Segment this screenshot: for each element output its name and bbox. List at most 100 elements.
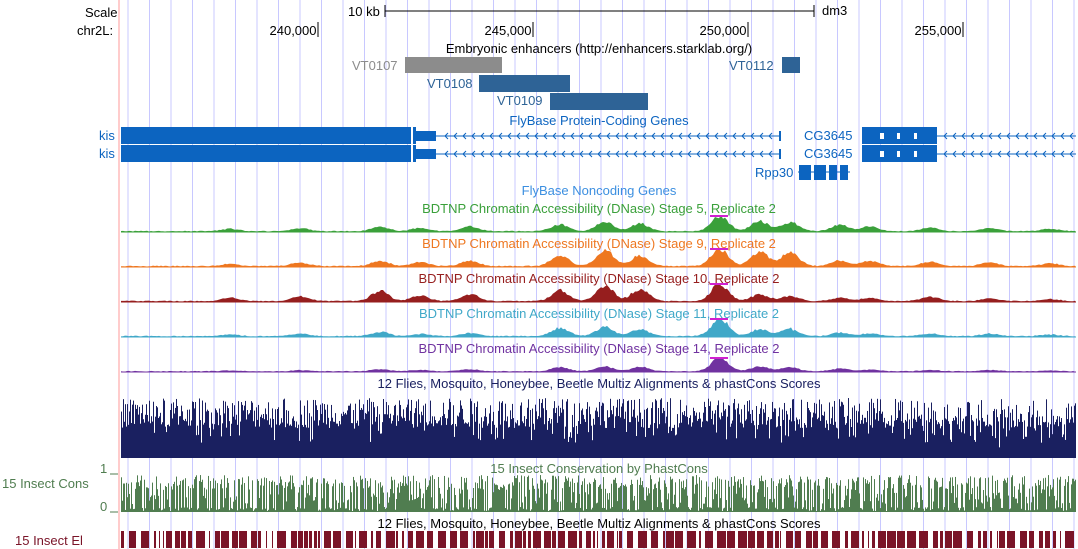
cons-bar [582, 481, 583, 512]
gene-label-rpp30[interactable]: Rpp30 [755, 165, 794, 180]
cons-bar [612, 507, 613, 512]
cons-bar [1036, 485, 1037, 512]
dnase-stage10-title[interactable]: BDTNP Chromatin Accessibility (DNase) St… [418, 271, 780, 286]
cons-bar [958, 507, 959, 512]
multiz-bar [132, 404, 133, 458]
cons-bar [359, 510, 360, 512]
multiz-bar [855, 437, 856, 458]
strand-arrow [642, 150, 647, 158]
multiz-bar [744, 404, 745, 458]
cons-bar [807, 476, 808, 512]
multiz-bar [538, 416, 539, 458]
multiz-bar [997, 417, 998, 458]
elements-left-label[interactable]: 15 Insect El [15, 533, 83, 548]
cons-bar [261, 478, 262, 512]
dnase-stage9-title[interactable]: BDTNP Chromatin Accessibility (DNase) St… [422, 236, 776, 251]
cons-bar [915, 484, 916, 512]
dnase-stage11-title[interactable]: BDTNP Chromatin Accessibility (DNase) St… [418, 306, 780, 321]
enhancer-label-vt0107[interactable]: VT0107 [352, 58, 398, 73]
cons-bar [286, 501, 287, 512]
multiz-bar [406, 407, 407, 458]
cons-bar [906, 496, 907, 512]
cons-bar [635, 510, 636, 512]
multiz-bar [346, 414, 347, 458]
cons-bar [596, 503, 597, 512]
noncoding-track-title[interactable]: FlyBase Noncoding Genes [521, 183, 677, 198]
cons-bar [609, 492, 610, 512]
cons-bar [397, 487, 398, 512]
cons-bar [827, 477, 828, 512]
multiz-bar [1040, 425, 1041, 458]
gene-label-kis-2[interactable]: kis [99, 146, 115, 161]
cons-bar [191, 507, 192, 512]
cons-bar [444, 475, 445, 512]
multiz-bar [975, 441, 976, 458]
cons-bar [675, 482, 676, 512]
cons-element [408, 531, 413, 548]
cons-bar [468, 509, 469, 512]
multiz-bar [771, 418, 772, 458]
multiz-bar [944, 407, 945, 458]
multiz-bar [961, 432, 962, 458]
dnase-stage5-title[interactable]: BDTNP Chromatin Accessibility (DNase) St… [422, 201, 776, 216]
enhancer-label-vt0109[interactable]: VT0109 [497, 93, 543, 108]
strand-arrow [1042, 132, 1047, 140]
multiz-bar [758, 424, 759, 458]
dnase-stage14-title[interactable]: BDTNP Chromatin Accessibility (DNase) St… [418, 341, 780, 356]
multiz-bar [404, 417, 405, 458]
cons-element [687, 531, 696, 548]
cons-bar [865, 479, 866, 512]
cons-bar [816, 510, 817, 512]
multiz-bar [237, 424, 238, 458]
multiz-track-title[interactable]: 12 Flies, Mosquito, Honeybee, Beetle Mul… [377, 376, 821, 391]
multiz-bar [1059, 416, 1060, 458]
cons-bar [408, 476, 409, 512]
strand-arrow [961, 150, 966, 158]
multiz-bar [762, 424, 763, 458]
enhancer-label-vt0108[interactable]: VT0108 [427, 76, 473, 91]
multiz-bar [757, 429, 758, 458]
multiz-bar [967, 402, 968, 458]
cons-bar [725, 479, 726, 512]
cons-bar [979, 478, 980, 512]
multiz-bar [742, 423, 743, 458]
multiz-bar [292, 418, 293, 458]
cons-track-title[interactable]: 15 Insect Conservation by PhastCons [490, 461, 708, 476]
multiz-bar [898, 402, 899, 458]
gene-label-cg3645-1[interactable]: CG3645 [804, 128, 853, 143]
multiz-bar [485, 408, 486, 458]
gene-label-cg3645-2[interactable]: CG3645 [804, 146, 853, 161]
cons-bar [672, 478, 673, 512]
multiz-bar [621, 406, 622, 458]
cons-bar [1047, 486, 1048, 512]
genes-track-title[interactable]: FlyBase Protein-Coding Genes [509, 113, 689, 128]
multiz-bar [462, 408, 463, 458]
gene-label-kis-1[interactable]: kis [99, 128, 115, 143]
cons-bar [172, 489, 173, 512]
strand-arrow [696, 150, 701, 158]
multiz-track-title-2[interactable]: 12 Flies, Mosquito, Honeybee, Beetle Mul… [377, 516, 821, 531]
cons-bar [745, 498, 746, 512]
cons-bar [271, 481, 272, 512]
cons-left-label[interactable]: 15 Insect Cons [2, 476, 89, 491]
cons-bar [822, 503, 823, 512]
multiz-bar [1015, 425, 1016, 458]
multiz-bar [310, 441, 311, 458]
multiz-bar [1063, 434, 1064, 458]
cons-bar [668, 493, 669, 512]
multiz-bar [156, 405, 157, 458]
tick-label-245000: 245,000 [484, 23, 532, 38]
multiz-bar [580, 423, 581, 458]
cons-bar [677, 508, 678, 512]
multiz-bar [150, 423, 151, 458]
multiz-bar [851, 427, 852, 458]
cons-element [232, 531, 238, 548]
multiz-bar [529, 426, 530, 458]
multiz-bar [201, 442, 202, 458]
enhancers-track-title[interactable]: Embryonic enhancers (http://enhancers.st… [445, 41, 753, 56]
enhancer-label-vt0112[interactable]: VT0112 [729, 58, 774, 73]
cons-bar [394, 479, 395, 512]
cons-bar [256, 508, 257, 512]
